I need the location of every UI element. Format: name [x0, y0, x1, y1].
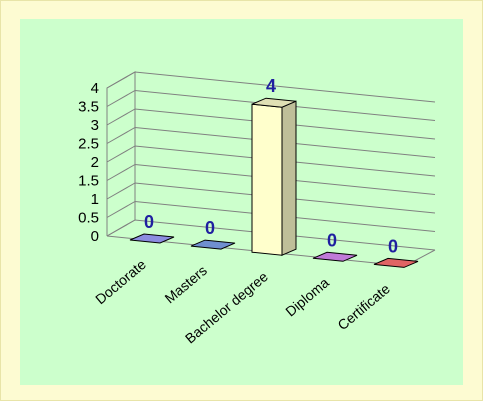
bar [129, 233, 175, 244]
gridline [106, 89, 436, 121]
y-tick-label: 4 [91, 80, 99, 97]
bar [373, 257, 419, 268]
y-tick-label: 1.5 [78, 173, 99, 190]
bars [129, 97, 419, 268]
gridline [106, 108, 436, 140]
data-label: 0 [144, 212, 154, 232]
bar-top [312, 251, 358, 262]
y-tick-label: 3.5 [78, 99, 99, 116]
x-tick-label: Doctorate [92, 256, 149, 307]
x-tick-label: Diploma [282, 274, 332, 319]
bar-top [251, 97, 297, 108]
data-label: 0 [205, 218, 215, 238]
bar [190, 239, 236, 250]
bar-top [129, 233, 175, 244]
bar-chart: 00.511.522.533.54 0 040 0 Doctorate Masters… [78, 71, 436, 347]
bar-side [281, 100, 297, 256]
data-label: 0 [327, 230, 337, 250]
bar-front [251, 103, 283, 256]
bar [312, 251, 358, 262]
y-axis-tick-labels: 00.5 11.5 22.5 33.5 4 [78, 80, 99, 245]
gridline [106, 200, 436, 232]
gridline [106, 71, 436, 103]
y-tick-label: 1 [91, 191, 99, 208]
y-tick-label: 0 [91, 228, 99, 245]
gridline [106, 126, 436, 158]
gridlines [106, 71, 436, 251]
y-tick-label: 2.5 [78, 136, 99, 153]
gridline [106, 219, 436, 251]
gridline [106, 163, 436, 195]
bar-top [373, 257, 419, 268]
y-tick-label: 2 [91, 154, 99, 171]
data-label: 0 [388, 236, 398, 256]
bar [251, 97, 297, 256]
bar-top [190, 239, 236, 250]
y-tick-label: 0.5 [78, 210, 99, 227]
y-tick-label: 3 [91, 117, 99, 134]
x-tick-label: Masters [161, 262, 209, 306]
gridline [106, 145, 436, 177]
gridline [106, 182, 436, 214]
data-labels: 0 0 4 0 0 [144, 76, 398, 256]
data-label: 4 [266, 76, 276, 96]
x-tick-label: Certificate [334, 280, 393, 333]
